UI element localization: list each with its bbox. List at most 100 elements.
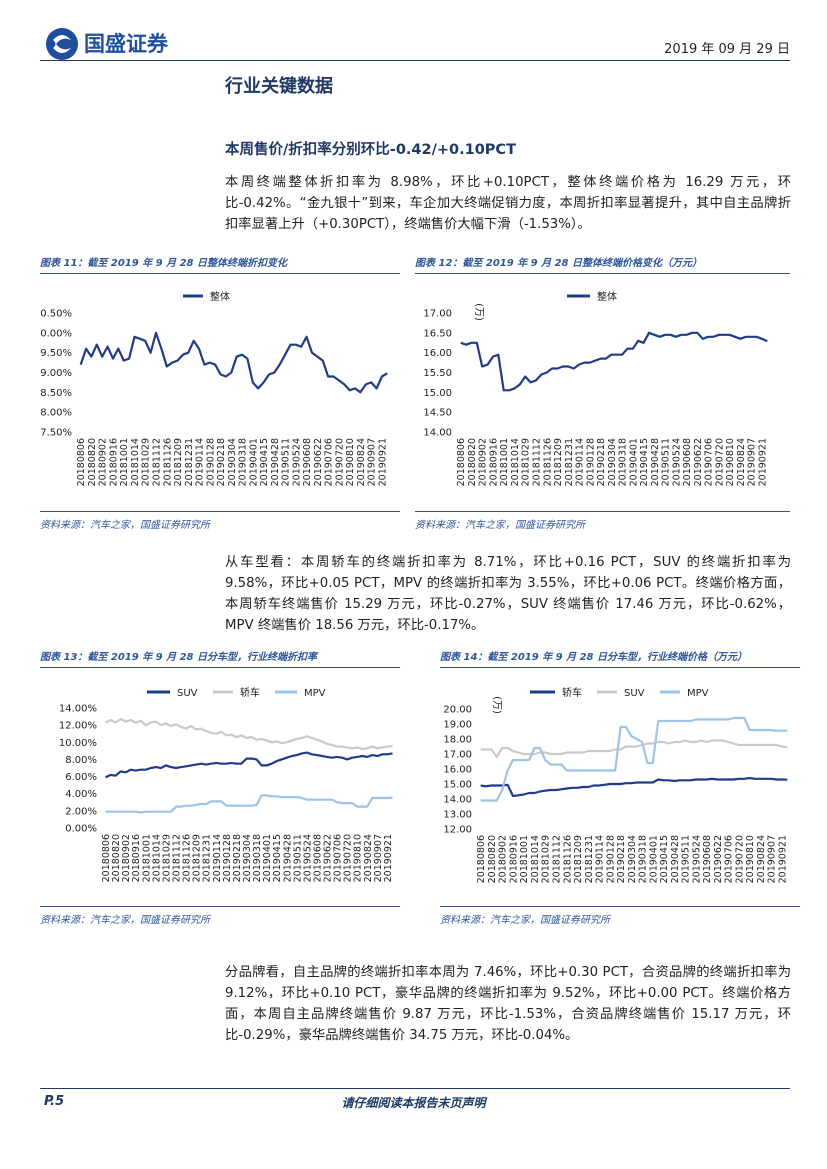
series-line (79, 331, 388, 394)
series-line (480, 776, 788, 798)
x-tick-label: 20181014 (510, 438, 521, 486)
x-tick-label: 20181029 (521, 438, 532, 486)
x-tick-label: 20181231 (184, 438, 195, 486)
x-tick-label: 20180806 (101, 834, 112, 882)
x-tick-label: 20180916 (108, 438, 119, 486)
x-tick-label: 20190622 (313, 438, 324, 486)
x-tick-label: 20181001 (141, 834, 152, 882)
x-tick-label: 20190511 (292, 834, 303, 882)
chart-source: 资料来源：汽车之家，国盛证券研究所 (40, 511, 400, 531)
y-tick-label: 18.00 (443, 735, 472, 746)
x-tick-label: 20190622 (713, 835, 724, 883)
x-tick-label: 20190720 (714, 438, 725, 486)
y-tick-label: 14.00 (443, 795, 472, 806)
page-number: P.5 (44, 1094, 65, 1109)
x-tick-label: 20190810 (725, 438, 736, 486)
paragraph: 从车型看：本周轿车的终端折扣率为 8.71%，环比+0.16 PCT，SUV 的… (225, 555, 791, 633)
x-tick-label: 20181231 (564, 438, 575, 486)
x-tick-label: 20190304 (607, 438, 618, 486)
x-tick-label: 20181029 (541, 835, 552, 883)
y-tick-label: 9.00% (40, 368, 72, 379)
x-tick-label: 20190415 (259, 438, 270, 486)
footer-rule (40, 1088, 790, 1089)
series-line (480, 739, 788, 759)
x-tick-label: 20190401 (628, 438, 639, 486)
x-tick-label: 20190218 (232, 834, 243, 882)
legend-label: MPV (687, 688, 709, 699)
x-tick-label: 20181001 (519, 835, 530, 883)
x-tick-label: 20190401 (262, 834, 273, 882)
chart-source: 资料来源：汽车之家，国盛证券研究所 (40, 906, 400, 926)
y-tick-label: 16.00 (423, 348, 452, 359)
report-date: 2019 年 09 月 29 日 (664, 42, 790, 57)
chart-caption: 图表 14：截至 2019 年 9 月 28 日分车型，行业终端价格（万元） (440, 648, 800, 668)
x-tick-label: 20180820 (467, 438, 478, 486)
x-tick-label: 20190921 (777, 835, 788, 883)
x-tick-label: 20190511 (281, 438, 292, 486)
y-tick-label: 8.00% (65, 755, 97, 766)
y-axis-unit: (万) (491, 696, 502, 714)
logo-icon (46, 28, 78, 60)
y-tick-label: 15.50 (423, 368, 452, 379)
x-tick-label: 20190622 (323, 834, 334, 882)
y-tick-label: 8.00% (40, 408, 72, 419)
x-tick-label: 20190114 (575, 438, 586, 486)
x-tick-label: 20190706 (704, 438, 715, 486)
x-tick-label: 20190907 (767, 835, 778, 883)
x-tick-label: 20190524 (302, 834, 313, 882)
x-tick-label: 20190415 (659, 835, 670, 883)
x-tick-label: 20181112 (552, 835, 563, 883)
x-tick-label: 20190706 (333, 834, 344, 882)
x-tick-label: 20180916 (508, 835, 519, 883)
y-tick-label: 14.00 (423, 428, 452, 439)
x-tick-label: 20190524 (671, 438, 682, 486)
x-tick-label: 20190810 (345, 438, 356, 486)
x-tick-label: 20190128 (222, 834, 233, 882)
x-tick-label: 20190401 (648, 835, 659, 883)
x-tick-label: 20180902 (121, 834, 132, 882)
x-tick-label: 20190511 (681, 835, 692, 883)
chart: 0.00% 2.00% 4.00% 6.00% 8.00% 10.00% 12.00% 14.… (59, 686, 394, 882)
x-tick-label: 20190608 (702, 835, 713, 883)
x-tick-label: 20180806 (476, 835, 487, 883)
x-tick-label: 20190907 (373, 834, 384, 882)
x-tick-label: 20190706 (324, 438, 335, 486)
x-tick-label: 20180902 (498, 835, 509, 883)
series-line (105, 794, 393, 814)
series-line (480, 716, 788, 802)
x-tick-label: 20181014 (530, 835, 541, 883)
x-tick-label: 20190114 (595, 835, 606, 883)
y-tick-label: 14.00% (59, 704, 97, 715)
y-tick-label: 9.50% (40, 348, 72, 359)
x-tick-label: 20190921 (757, 438, 768, 486)
x-tick-label: 20190720 (343, 834, 354, 882)
x-tick-label: 20181112 (532, 438, 543, 486)
legend-label: SUV (177, 688, 198, 699)
y-tick-label: 17.00 (423, 309, 452, 320)
series-line (105, 718, 393, 751)
y-tick-label: 16.50 (423, 328, 452, 339)
y-tick-label: 12.00% (59, 721, 97, 732)
x-tick-label: 20181112 (172, 834, 183, 882)
x-tick-label: 20190824 (756, 835, 767, 883)
y-tick-label: 15.00 (443, 780, 472, 791)
x-tick-label: 20190720 (334, 438, 345, 486)
x-tick-label: 20181209 (173, 438, 184, 486)
y-tick-label: 6.00% (65, 772, 97, 783)
x-tick-label: 20180820 (487, 835, 498, 883)
x-tick-label: 20190428 (650, 438, 661, 486)
x-tick-label: 20190907 (747, 438, 758, 486)
chart: 14.00 14.50 15.00 15.50 16.00 16.50 17.00 20180… (423, 290, 768, 486)
section-title: 行业关键数据 (225, 76, 333, 97)
header-rule (40, 60, 790, 61)
x-tick-label: 20180916 (488, 438, 499, 486)
chart-source: 资料来源：汽车之家，国盛证券研究所 (415, 511, 790, 531)
legend-label: 轿车 (240, 686, 260, 699)
x-tick-label: 20190810 (745, 835, 756, 883)
x-tick-label: 20190415 (639, 438, 650, 486)
legend-label: 轿车 (562, 686, 582, 699)
x-tick-label: 20190524 (291, 438, 302, 486)
x-tick-label: 20190608 (682, 438, 693, 486)
x-tick-label: 20181126 (542, 438, 553, 486)
x-tick-label: 20190907 (367, 438, 378, 486)
